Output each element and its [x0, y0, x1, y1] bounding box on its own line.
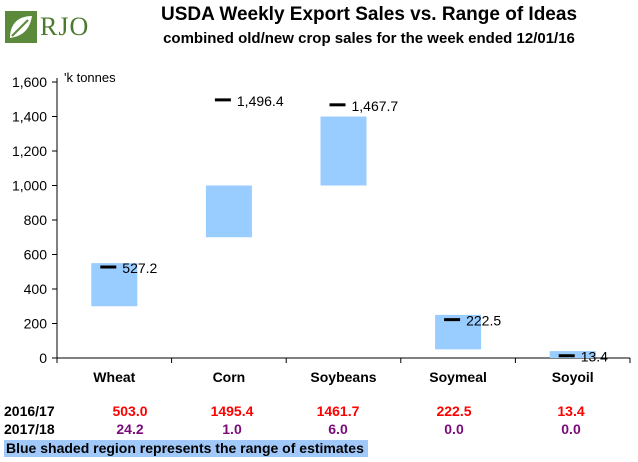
x-tick-label: Soyoil [552, 369, 594, 385]
logo-text: RJO [40, 12, 90, 41]
x-tick-label: Soybeans [310, 369, 376, 385]
data-label: 13.4 [581, 349, 608, 365]
cell-soybeans-2016-17: 1461.7 [316, 403, 360, 419]
cell-soybeans-2017-18: 6.0 [328, 421, 348, 437]
data-label: 222.5 [466, 313, 501, 329]
cell-soyoil-2017-18: 0.0 [561, 421, 581, 437]
range-bar [205, 185, 252, 238]
chart-title: USDA Weekly Export Sales vs. Range of Id… [160, 4, 578, 25]
data-label: 1,467.7 [352, 98, 399, 114]
row-label-2017-18: 2017/18 [4, 421, 55, 437]
cell-wheat-2016-17: 503.0 [112, 403, 148, 419]
leaf-logo-icon [5, 11, 37, 43]
y-tick-label: 800 [24, 212, 48, 228]
y-tick-label: 400 [24, 281, 48, 297]
y-tick-label: 200 [24, 316, 48, 332]
range-note: Blue shaded region represents the range … [4, 440, 368, 457]
chart-subtitle: combined old/new crop sales for the week… [163, 30, 575, 47]
range-bar [91, 263, 138, 307]
table-row-2017-18: 2017/18 24.2 1.0 6.0 0.0 0.0 [0, 421, 638, 439]
cell-soymeal-2017-18: 0.0 [444, 421, 464, 437]
y-tick-label: 1,400 [12, 109, 47, 125]
cell-corn-2017-18: 1.0 [222, 421, 242, 437]
actual-markers: 527.2 1,496.4 1,467.7 222.5 13.4 [100, 93, 608, 365]
y-tick-label: 1,000 [12, 178, 47, 194]
rjo-logo: RJO [4, 6, 102, 46]
x-tick-label: Corn [213, 369, 246, 385]
data-label: 527.2 [122, 260, 157, 276]
y-tick-label: 1,200 [12, 143, 47, 159]
cell-corn-2016-17: 1495.4 [210, 403, 254, 419]
unit-label: 'k tonnes [64, 70, 116, 85]
cell-soyoil-2016-17: 13.4 [557, 403, 585, 419]
x-tick-label: Soymeal [429, 369, 487, 385]
x-tick-label: Wheat [93, 369, 135, 385]
cell-soymeal-2016-17: 222.5 [436, 403, 472, 419]
y-tick-label: 1,600 [12, 74, 47, 90]
data-label: 1,496.4 [237, 93, 284, 109]
y-tick-label: 0 [39, 350, 47, 366]
chart-axes: 0 200 400 600 800 1,000 1,200 1,400 1,600 Wheat Co… [12, 74, 631, 385]
cell-wheat-2017-18: 24.2 [116, 421, 144, 437]
row-label-2016-17: 2016/17 [4, 403, 55, 419]
y-tick-label: 600 [24, 247, 48, 263]
range-bars [91, 116, 596, 358]
range-bar [320, 116, 367, 186]
table-row-2016-17: 2016/17 503.0 1495.4 1461.7 222.5 13.4 [0, 403, 638, 421]
